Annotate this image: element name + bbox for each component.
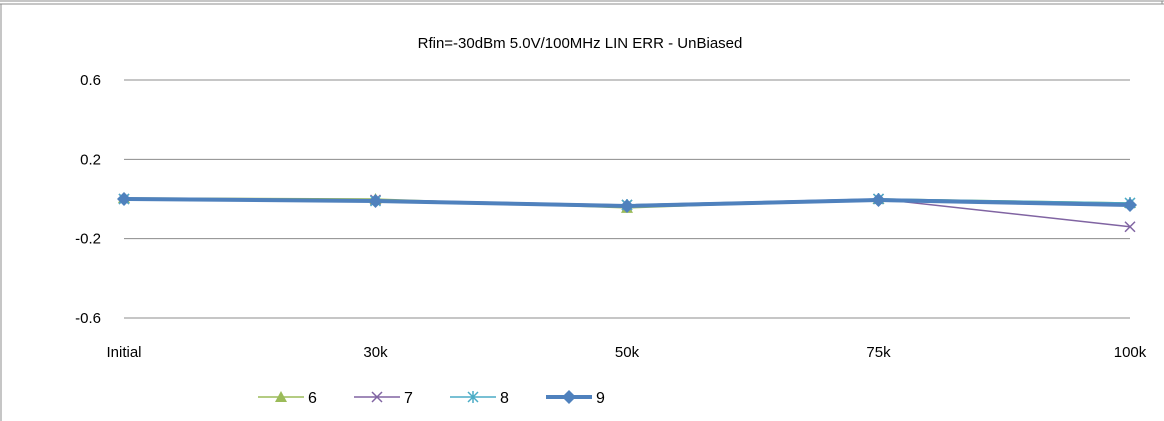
y-axis-tick-labels: 0.6 0.2 -0.2 -0.6 — [75, 72, 101, 327]
legend-item: 8 — [450, 390, 509, 407]
data-point — [1123, 197, 1137, 212]
data-point — [368, 193, 383, 208]
y-tick-label: -0.2 — [75, 231, 101, 248]
data-point — [117, 192, 131, 206]
data-point — [1124, 221, 1136, 233]
x-tick-label: 50k — [615, 344, 640, 361]
legend-label: 9 — [596, 390, 605, 407]
series-9 — [117, 192, 1137, 213]
legend-marker — [467, 391, 479, 403]
legend-marker — [562, 390, 576, 404]
x-tick-label: 100k — [1114, 344, 1147, 361]
legend-item: 7 — [354, 390, 413, 407]
x-axis-tick-labels: Initial 30k 50k 75k 100k — [106, 344, 1146, 361]
legend-marker — [275, 391, 287, 402]
y-tick-label: 0.6 — [80, 72, 101, 89]
legend-label: 7 — [404, 390, 413, 407]
x-tick-label: 75k — [866, 344, 891, 361]
data-point — [620, 198, 634, 213]
legend-item: 6 — [258, 390, 317, 407]
chart-title: Rfin=-30dBm 5.0V/100MHz LIN ERR - UnBias… — [418, 35, 743, 52]
legend-label: 6 — [308, 390, 317, 407]
data-point — [871, 192, 886, 207]
x-tick-label: 30k — [363, 344, 388, 361]
legend-item: 9 — [546, 390, 605, 407]
legend-label: 8 — [500, 390, 509, 407]
gridlines — [124, 79, 1130, 319]
y-tick-label: -0.6 — [75, 310, 101, 327]
y-tick-label: 0.2 — [80, 151, 101, 168]
legend: 6 7 8 9 — [258, 390, 605, 407]
x-tick-label: Initial — [106, 344, 141, 361]
series-layer — [117, 192, 1137, 233]
legend-marker — [371, 391, 383, 403]
